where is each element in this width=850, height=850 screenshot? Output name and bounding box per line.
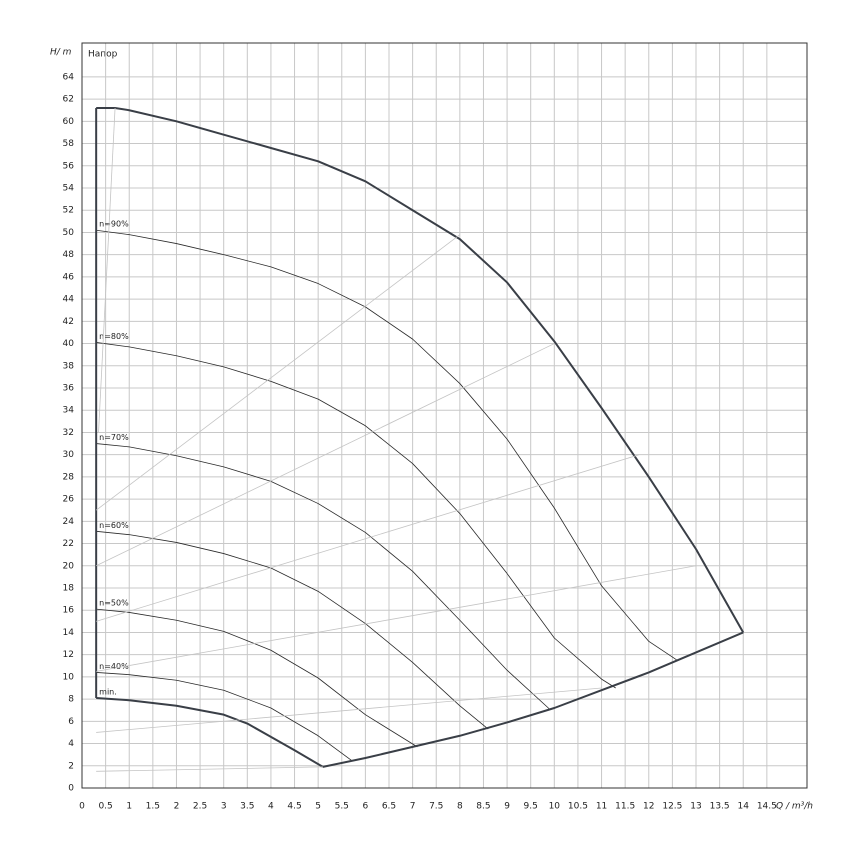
- x-axis-label: Q / m³/h: [776, 802, 813, 812]
- curve: [96, 672, 352, 761]
- curve: [96, 342, 616, 689]
- y-tick-label: 36: [63, 384, 75, 394]
- x-tick-label: 8.5: [476, 802, 490, 812]
- y-tick-label: 24: [63, 517, 75, 527]
- y-tick-label: 58: [63, 139, 75, 149]
- x-tick-label: 13.5: [710, 802, 730, 812]
- y-tick-label: 54: [63, 184, 75, 194]
- y-tick-label: 44: [63, 295, 75, 305]
- curve-label: n=50%: [99, 599, 129, 608]
- x-tick-label: 6.5: [382, 802, 396, 812]
- y-tick-label: 12: [63, 650, 74, 660]
- y-tick-label: 14: [63, 628, 75, 638]
- y-tick-label: 20: [63, 561, 75, 571]
- y-tick-label: 4: [68, 739, 74, 749]
- y-tick-label: 40: [63, 339, 75, 349]
- curve: [96, 766, 323, 772]
- y-tick-label: 56: [63, 161, 75, 171]
- x-tick-label: 11.5: [615, 802, 635, 812]
- curve: [96, 229, 678, 661]
- curve-label: n=90%: [99, 220, 129, 229]
- x-tick-label: 1: [126, 802, 132, 812]
- y-tick-label: 48: [63, 250, 75, 260]
- y-tick-label: 64: [63, 72, 75, 82]
- x-tick-label: 12: [643, 802, 654, 812]
- curve-label: n=70%: [99, 433, 129, 442]
- y-tick-label: 32: [63, 428, 74, 438]
- curve: [95, 343, 555, 567]
- y-tick-label: 62: [63, 95, 74, 105]
- y-tick-label: 10: [63, 672, 75, 682]
- x-tick-label: 3.5: [240, 802, 254, 812]
- plot-frame: [81, 42, 808, 789]
- y-tick-label: 34: [63, 406, 75, 416]
- y-tick-label: 8: [68, 695, 74, 705]
- y-tick-label: 0: [68, 784, 74, 794]
- y-tick-label: 60: [63, 117, 75, 127]
- curve: [96, 697, 324, 768]
- x-tick-label: 1.5: [146, 802, 160, 812]
- x-tick-label: 13: [690, 802, 701, 812]
- x-tick-label: 7: [410, 802, 416, 812]
- y-tick-label: 30: [63, 450, 75, 460]
- x-tick-label: 5.5: [335, 802, 349, 812]
- x-tick-label: 3: [221, 802, 227, 812]
- curve: [96, 565, 697, 672]
- y-tick-label: 50: [63, 228, 75, 238]
- curve: [96, 107, 745, 633]
- x-tick-label: 7.5: [429, 802, 443, 812]
- y-tick-label: 26: [63, 495, 75, 505]
- y-tick-label: 28: [63, 472, 75, 482]
- y-tick-label: 18: [63, 584, 75, 594]
- x-tick-label: 14: [738, 802, 750, 812]
- x-tick-label: 5: [315, 802, 321, 812]
- y-tick-label: 6: [68, 717, 74, 727]
- curve-label: min.: [99, 688, 117, 697]
- curve: [96, 454, 640, 622]
- x-tick-label: 4.5: [287, 802, 301, 812]
- x-tick-label: 2.5: [193, 802, 207, 812]
- x-tick-label: 9.5: [524, 802, 538, 812]
- curve: [95, 234, 461, 511]
- x-tick-label: 0: [79, 802, 85, 812]
- y-tick-label: 52: [63, 206, 74, 216]
- x-tick-label: 10.5: [568, 802, 588, 812]
- x-tick-label: 2: [174, 802, 180, 812]
- y-tick-label: 22: [63, 539, 74, 549]
- curve: [96, 687, 602, 733]
- x-tick-label: 8: [457, 802, 463, 812]
- y-tick-label: 16: [63, 606, 75, 616]
- x-tick-label: 11: [596, 802, 607, 812]
- x-tick-label: 14.5: [757, 802, 777, 812]
- curve: [98, 107, 116, 433]
- x-tick-label: 4: [268, 802, 274, 812]
- y-tick-label: 42: [63, 317, 74, 327]
- x-tick-label: 6: [363, 802, 369, 812]
- y-tick-label: 38: [63, 361, 75, 371]
- y-tick-label: 46: [63, 272, 75, 282]
- curve: [96, 608, 418, 748]
- curve-label: n=40%: [99, 662, 129, 671]
- x-tick-label: 0.5: [98, 802, 112, 812]
- curve-label: n=60%: [99, 521, 129, 530]
- annotation: Напор: [88, 50, 118, 60]
- curve: [96, 443, 550, 710]
- y-axis-label: H/ m: [50, 48, 72, 58]
- x-tick-label: 10: [549, 802, 561, 812]
- curve: [322, 631, 744, 768]
- x-tick-label: 12.5: [662, 802, 682, 812]
- x-tick-label: 9: [504, 802, 510, 812]
- curve-label: n=80%: [99, 332, 129, 341]
- y-tick-label: 2: [68, 761, 74, 771]
